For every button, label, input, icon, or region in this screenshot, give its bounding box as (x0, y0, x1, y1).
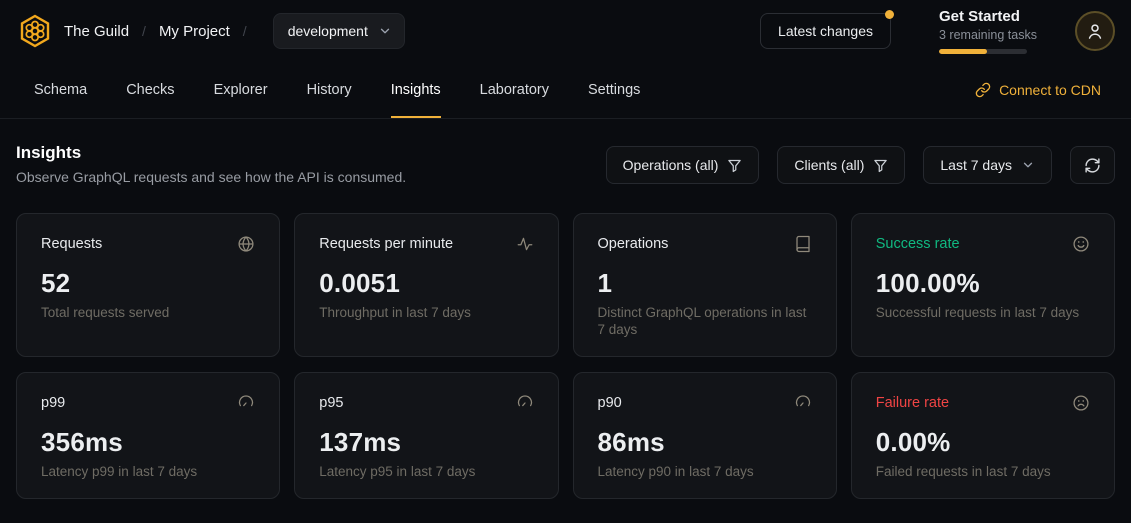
breadcrumb: The Guild / My Project / (64, 23, 260, 40)
card-value: 100.00% (875, 268, 980, 298)
breadcrumb-org[interactable]: The Guild (64, 22, 130, 40)
card-description: Latency p90 in last 7 days (597, 464, 754, 479)
clients-filter-button[interactable]: Clients (all) (777, 146, 906, 184)
card-value: 52 (41, 268, 71, 298)
card-value: 356ms (41, 427, 123, 457)
latest-changes-label: Latest changes (778, 23, 873, 39)
gauge-icon (237, 394, 255, 412)
card-value: 0.00% (875, 427, 951, 457)
date-range-label: Last 7 days (940, 157, 1012, 173)
card-value: 86ms (597, 427, 665, 457)
breadcrumb-separator: / (242, 23, 247, 39)
guild-hive-logo-icon[interactable] (16, 12, 54, 50)
gauge-icon (516, 394, 534, 412)
user-avatar[interactable] (1075, 11, 1115, 51)
card-description: Total requests served (41, 305, 170, 320)
smile-icon (1072, 235, 1090, 253)
tab-settings[interactable]: Settings (588, 82, 641, 98)
card-description: Latency p99 in last 7 days (41, 464, 198, 479)
stat-card-p99: p99 356ms Latency p99 in last 7 days (16, 372, 281, 499)
gauge-icon (794, 394, 812, 412)
latest-changes-button[interactable]: Latest changes (760, 10, 894, 49)
card-description: Failed requests in last 7 days (875, 464, 1051, 479)
get-started-progress-bar (939, 49, 1027, 54)
card-title: Requests per minute (319, 236, 454, 252)
notification-dot (885, 10, 894, 19)
tab-checks[interactable]: Checks (126, 82, 175, 98)
date-range-dropdown[interactable]: Last 7 days (923, 146, 1052, 184)
stat-card-requests-per-minute: Requests per minute 0.0051 Throughput in… (294, 213, 559, 357)
connect-to-cdn-link[interactable]: Connect to CDN (975, 62, 1101, 118)
tab-schema[interactable]: Schema (34, 82, 88, 98)
card-title: Failure rate (875, 395, 950, 411)
insights-page: Insights Observe GraphQL requests and se… (0, 119, 1131, 499)
breadcrumb-project[interactable]: My Project (158, 22, 230, 40)
card-title: Operations (597, 236, 669, 252)
activity-icon (516, 235, 534, 253)
breadcrumb-separator: / (142, 23, 146, 39)
stat-card-success-rate: Success rate 100.00% Successful requests… (850, 213, 1115, 357)
get-started-widget[interactable]: Get Started 3 remaining tasks (939, 8, 1037, 54)
connect-to-cdn-label: Connect to CDN (999, 82, 1101, 98)
chevron-down-icon (378, 24, 392, 38)
link-icon (975, 82, 991, 98)
filter-icon (873, 158, 888, 173)
card-title: p99 (41, 395, 66, 411)
card-description: Latency p95 in last 7 days (319, 464, 476, 479)
filter-icon (727, 158, 742, 173)
card-title: p95 (319, 395, 344, 411)
page-title: Insights (16, 143, 82, 162)
card-title: Success rate (875, 236, 960, 252)
tab-explorer[interactable]: Explorer (213, 82, 268, 98)
target-selector-value: development (287, 23, 368, 39)
card-description: Successful requests in last 7 days (875, 305, 1080, 320)
top-header: The Guild / My Project / development Lat… (0, 0, 1131, 62)
frown-icon (1072, 394, 1090, 412)
book-icon (794, 235, 812, 253)
refresh-icon (1084, 157, 1101, 174)
card-title: Requests (41, 236, 103, 252)
card-description: Throughput in last 7 days (319, 305, 471, 320)
card-title: p90 (597, 395, 622, 411)
clients-filter-label: Clients (all) (794, 157, 865, 173)
target-selector-dropdown[interactable]: development (272, 13, 405, 49)
tab-insights[interactable]: Insights (390, 62, 441, 118)
operations-filter-button[interactable]: Operations (all) (605, 146, 760, 184)
nav-tabs: Schema Checks Explorer History Insights … (34, 62, 640, 118)
stat-card-operations: Operations 1 Distinct GraphQL operations… (572, 213, 837, 357)
stat-card-p95: p95 137ms Latency p95 in last 7 days (294, 372, 559, 499)
project-nav: Schema Checks Explorer History Insights … (0, 62, 1131, 119)
person-icon (1085, 21, 1105, 41)
card-value: 0.0051 (319, 268, 400, 298)
stat-card-requests: Requests 52 Total requests served (16, 213, 281, 357)
get-started-progress-fill (939, 49, 988, 54)
refresh-button[interactable] (1070, 146, 1115, 184)
get-started-remaining-tasks: 3 remaining tasks (939, 28, 1037, 42)
page-subtitle: Observe GraphQL requests and see how the… (16, 169, 407, 185)
globe-icon (237, 235, 255, 253)
operations-filter-label: Operations (all) (622, 157, 719, 173)
stats-grid: Requests 52 Total requests served Reques… (16, 213, 1115, 499)
card-value: 137ms (319, 427, 402, 457)
card-description: Distinct GraphQL operations in last 7 da… (597, 305, 807, 337)
get-started-title: Get Started (939, 8, 1020, 25)
chevron-down-icon (1021, 158, 1035, 172)
stat-card-p90: p90 86ms Latency p90 in last 7 days (572, 372, 837, 499)
stat-card-failure-rate: Failure rate 0.00% Failed requests in la… (850, 372, 1115, 499)
tab-history[interactable]: History (306, 82, 352, 98)
filter-toolbar: Operations (all) Clients (all) Last 7 da… (605, 146, 1115, 184)
tab-laboratory[interactable]: Laboratory (479, 82, 549, 98)
card-value: 1 (597, 268, 613, 298)
